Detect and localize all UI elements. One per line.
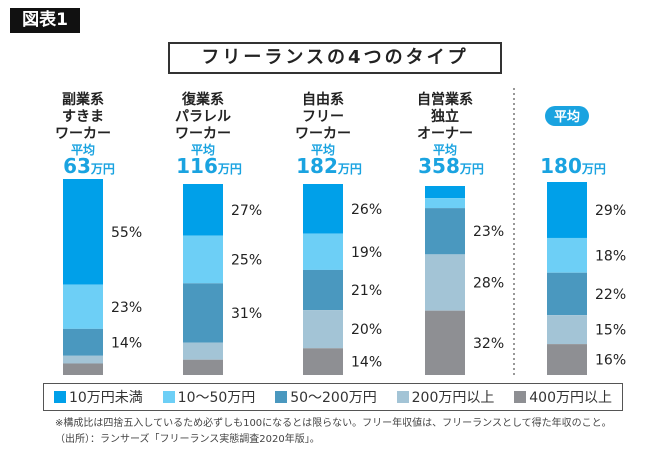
- segment-value-label: 18%: [595, 248, 626, 264]
- category-label: フリー: [302, 109, 344, 125]
- legend-label: 200万円以上: [411, 390, 495, 406]
- bar-segment: [303, 310, 343, 349]
- bar-segment: [303, 233, 343, 270]
- bar-segment: [183, 235, 223, 284]
- bar-segment: [425, 254, 465, 311]
- figure-badge: 図表1: [10, 8, 80, 33]
- bar-segment: [547, 344, 587, 375]
- bar-segment: [547, 315, 587, 345]
- category-label: 副業系: [62, 91, 104, 108]
- legend-swatch: [275, 391, 288, 403]
- segment-value-label: 15%: [595, 323, 626, 339]
- segment-value-label: 21%: [351, 283, 382, 299]
- segment-value-label: 29%: [595, 203, 626, 219]
- category-label: 復業系: [181, 91, 224, 108]
- legend-item: 10～50万円: [162, 387, 256, 407]
- legend-item: 50～200万円: [275, 387, 377, 407]
- bar-segment: [63, 355, 103, 364]
- bar-segment: [547, 182, 587, 238]
- category-label: パラレル: [175, 109, 231, 125]
- category-label: 自営業系: [417, 91, 473, 108]
- bar-segment: [303, 184, 343, 234]
- bar-segment: [303, 348, 343, 375]
- bar-segment: [63, 363, 103, 375]
- average-label: 平均: [311, 142, 335, 157]
- category-label: ワーカー: [55, 126, 111, 142]
- segment-value-label: 16%: [595, 353, 626, 369]
- bar-segment: [425, 208, 465, 255]
- bar-segment: [183, 342, 223, 360]
- category-label: オーナー: [417, 126, 473, 142]
- segment-value-label: 26%: [351, 202, 382, 218]
- average-pill: [545, 106, 589, 126]
- bar-segment: [425, 186, 465, 199]
- legend: 10万円未満 10～50万円 50～200万円 200万円以上 400万円以上: [43, 383, 623, 411]
- legend-item: 10万円未満: [53, 387, 143, 407]
- average-value: 358万円: [418, 154, 484, 178]
- source-note: （出所）：ランサーズ「フリーランス実態調査2020年版」。: [55, 434, 320, 445]
- segment-value-label: 28%: [473, 276, 504, 292]
- legend-item: 200万円以上: [396, 387, 495, 407]
- segment-value-label: 31%: [231, 306, 262, 322]
- average-label: 平均: [191, 142, 215, 157]
- legend-swatch: [162, 391, 175, 403]
- bar-segment: [547, 272, 587, 316]
- bar-segment: [183, 184, 223, 236]
- average-value: 63万円: [63, 154, 115, 178]
- segment-value-label: 14%: [351, 355, 382, 371]
- segment-value-label: 32%: [473, 336, 504, 352]
- segment-value-label: 27%: [231, 203, 262, 219]
- bar-segment: [63, 328, 103, 356]
- legend-swatch: [514, 391, 527, 403]
- average-value: 116万円: [176, 154, 242, 178]
- average-label: 平均: [71, 142, 95, 157]
- segment-value-label: 23%: [111, 300, 142, 316]
- category-label: ワーカー: [175, 126, 231, 142]
- bar-segment: [63, 179, 103, 285]
- bar-segment: [183, 283, 223, 343]
- legend-label: 400万円以上: [529, 390, 612, 406]
- legend-label: 50～200万円: [290, 390, 377, 406]
- footnote: ※構成比は四捨五入しているため必ずしも100になるとは限らない。フリー年収値は、…: [55, 418, 612, 429]
- average-label: 平均: [433, 142, 457, 157]
- category-label: 自由系: [302, 91, 344, 108]
- segment-value-label: 22%: [595, 287, 626, 303]
- legend-label: 10万円未満: [68, 390, 143, 406]
- bar-segment: [183, 359, 223, 375]
- bar-segment: [547, 237, 587, 273]
- segment-value-label: 14%: [111, 335, 142, 351]
- segment-value-label: 55%: [111, 225, 142, 241]
- average-pill-label: 平均: [554, 109, 580, 125]
- category-label: 独立: [431, 108, 459, 125]
- segment-value-label: 19%: [351, 245, 382, 261]
- bar-segment: [425, 198, 465, 209]
- legend-swatch: [396, 391, 409, 403]
- legend-item: 400万円以上: [514, 387, 612, 407]
- category-label: ワーカー: [295, 126, 351, 142]
- average-value: 182万円: [296, 154, 362, 178]
- legend-swatch: [53, 391, 66, 403]
- bar-segment: [63, 284, 103, 329]
- chart-title: フリーランスの4つのタイプ: [168, 42, 502, 74]
- segment-value-label: 23%: [473, 224, 504, 240]
- legend-label: 10～50万円: [177, 390, 256, 406]
- segment-value-label: 20%: [351, 322, 382, 338]
- average-value: 180万円: [540, 154, 606, 178]
- category-label: すきま: [62, 109, 104, 125]
- bar-segment: [425, 310, 465, 375]
- bar-segment: [303, 269, 343, 311]
- segment-value-label: 25%: [231, 252, 262, 268]
